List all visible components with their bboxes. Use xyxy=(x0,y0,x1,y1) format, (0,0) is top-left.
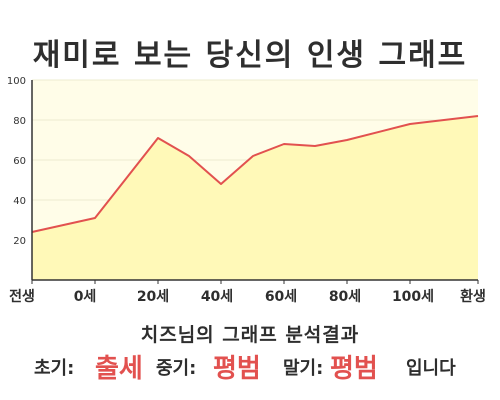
early-result: 출세 xyxy=(95,354,143,384)
x-tick-label: 80세 xyxy=(329,289,361,305)
y-tick-label: 40 xyxy=(13,196,26,207)
middle-result: 평범 xyxy=(213,354,261,384)
x-tick-label: 0세 xyxy=(74,289,97,305)
summary-ending: 입니다 xyxy=(406,358,456,379)
analysis-heading: 치즈님의 그래프 분석결과 xyxy=(140,324,360,346)
x-tick-label: 40세 xyxy=(201,289,233,305)
late-result: 평범 xyxy=(330,354,378,384)
page-title: 재미로 보는 당신의 인생 그래프 xyxy=(32,38,468,73)
y-tick-label: 80 xyxy=(13,116,26,127)
y-tick-label: 100 xyxy=(7,76,26,87)
series-line xyxy=(31,115,479,233)
y-tick-label: 60 xyxy=(13,156,26,167)
x-tick-label: 60세 xyxy=(265,289,297,305)
early-label: 초기: xyxy=(34,358,75,379)
x-tick-label: 환생 xyxy=(460,288,486,305)
middle-label: 중기: xyxy=(156,358,197,379)
x-tick-label: 전생 xyxy=(9,288,35,305)
analysis-summary: 초기: 출세 중기: 평범 말기: 평범 입니다 xyxy=(0,348,500,384)
y-tick-label: 20 xyxy=(13,236,26,247)
late-label: 말기: xyxy=(283,358,324,379)
x-tick-label: 100세 xyxy=(392,289,434,305)
x-tick-label: 20세 xyxy=(137,289,169,305)
